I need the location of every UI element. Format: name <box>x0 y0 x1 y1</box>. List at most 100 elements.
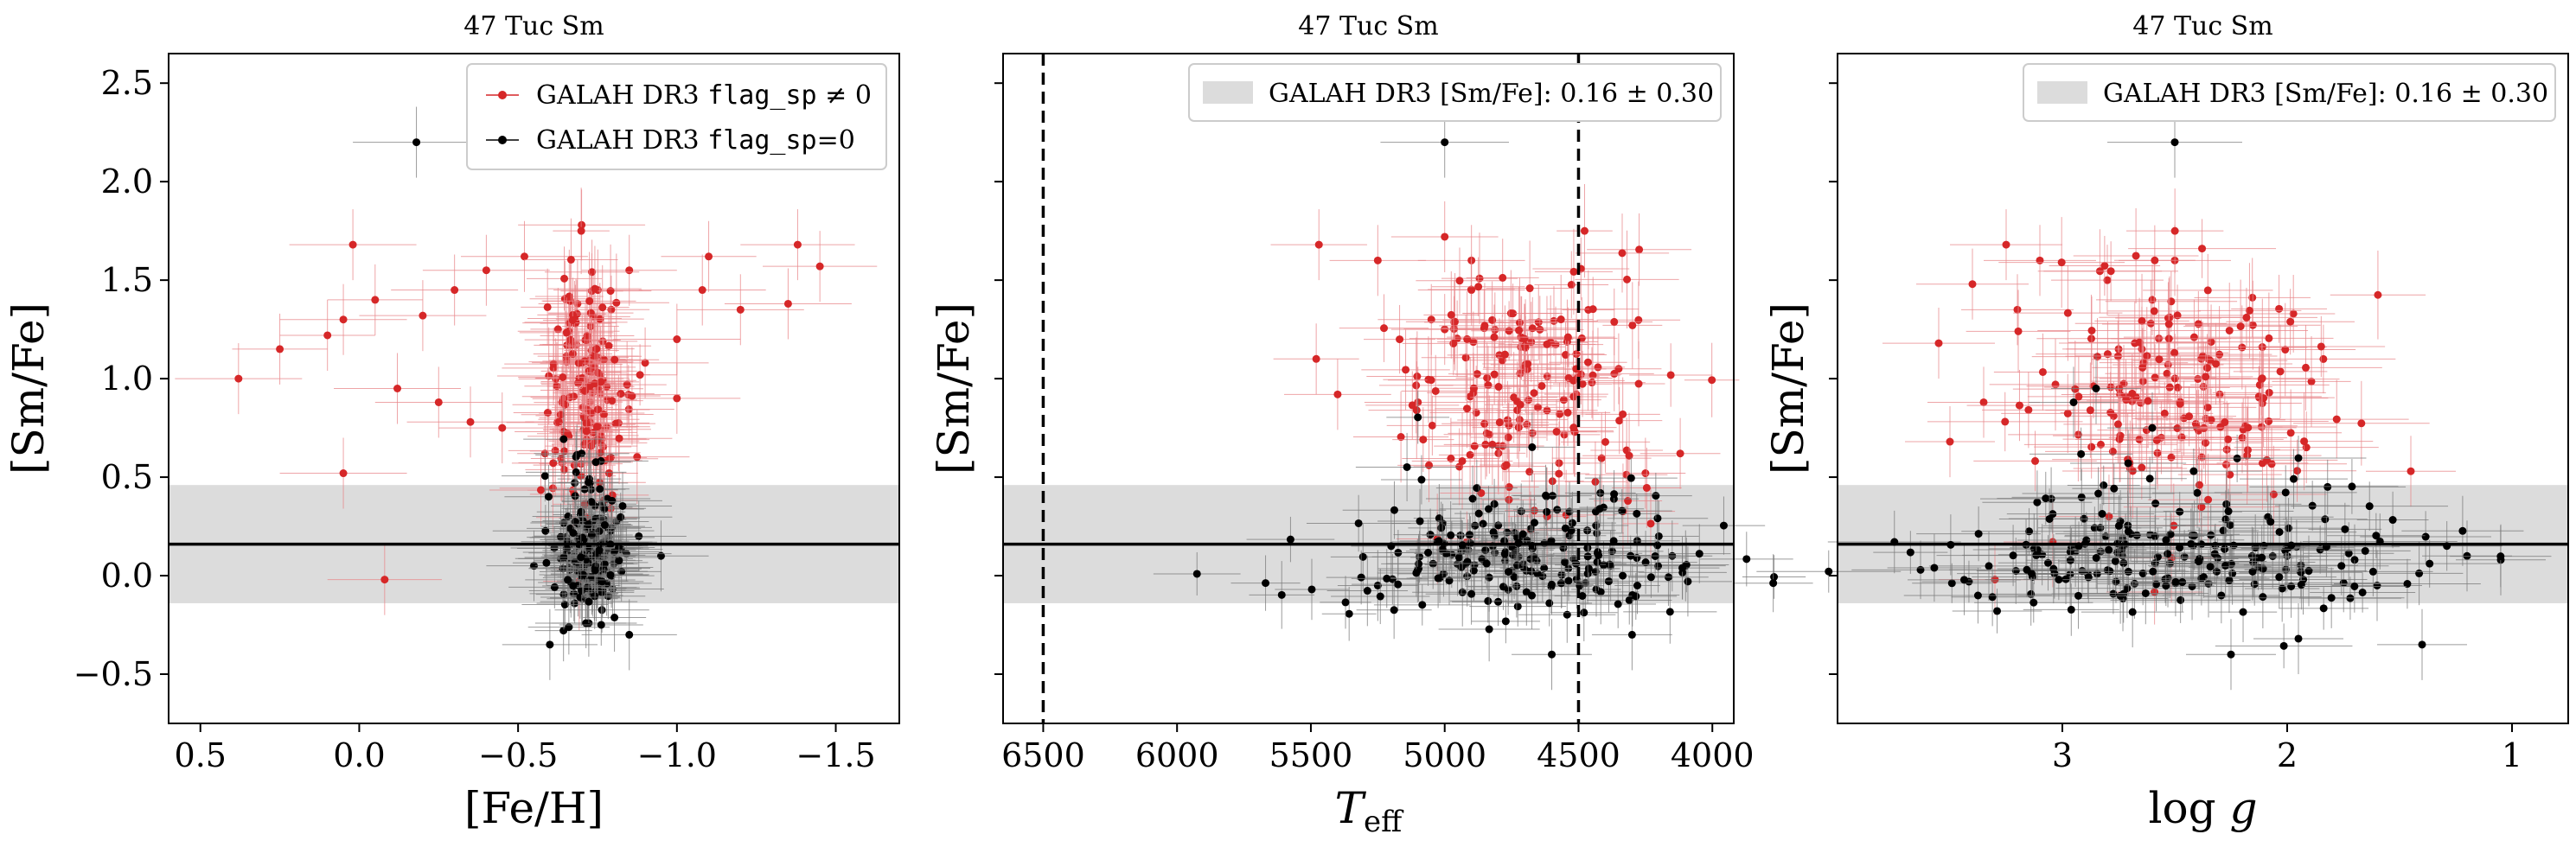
data-point-flagged <box>2164 320 2173 328</box>
data-point-flagged <box>1569 424 1578 432</box>
data-point-clean <box>2206 563 2215 571</box>
data-point-clean <box>597 621 605 629</box>
data-point-flagged <box>628 392 636 400</box>
data-point-flagged <box>1569 376 1578 385</box>
data-point-clean <box>2094 489 2103 498</box>
y-axis-label: [Sm/Fe] <box>929 302 979 474</box>
data-point-flagged <box>1450 318 1459 327</box>
data-point-flagged <box>2014 327 2023 335</box>
data-point-flagged <box>1474 283 1483 291</box>
data-point-clean <box>587 498 596 506</box>
data-point-flagged <box>1463 334 1472 343</box>
x-axis-label: [Fe/H] <box>464 783 604 833</box>
data-point-clean <box>2164 550 2172 558</box>
data-point-clean <box>2176 507 2184 516</box>
data-point-clean <box>2319 604 2328 613</box>
data-point-clean <box>1465 531 1473 539</box>
data-point-flagged <box>1402 366 1410 374</box>
data-point-flagged <box>2248 321 2257 329</box>
data-point-flagged <box>1502 461 1511 469</box>
axes-frame <box>1002 53 1735 724</box>
data-point-clean <box>1286 535 1294 544</box>
data-point-flagged <box>1676 449 1684 458</box>
data-point-clean <box>1531 519 1539 527</box>
data-point-clean <box>544 493 553 501</box>
data-point-flagged <box>451 286 459 295</box>
data-point-clean <box>1439 570 1448 578</box>
data-point-clean <box>1583 552 1592 561</box>
data-point-flagged <box>2087 334 2095 343</box>
data-point-clean <box>2092 385 2100 392</box>
data-point-clean <box>2372 532 2381 540</box>
data-point-clean <box>2297 581 2305 589</box>
data-point-flagged <box>380 576 389 584</box>
data-point-flagged <box>1449 339 1458 347</box>
data-point-flagged <box>1588 305 1597 314</box>
data-point-clean <box>1467 589 1476 598</box>
data-point-clean <box>2128 608 2137 616</box>
data-point-flagged <box>2170 348 2179 357</box>
data-point-clean <box>569 529 578 538</box>
data-point-flagged <box>1488 440 1497 449</box>
data-point-flagged <box>592 345 601 353</box>
data-point-flagged <box>608 397 617 405</box>
data-point-flagged <box>1441 232 1449 241</box>
data-point-clean <box>2193 488 2202 497</box>
data-point-flagged <box>1615 417 1624 425</box>
data-point-clean <box>1528 591 1537 600</box>
y-axis-label: [Sm/Fe] <box>1763 302 1813 474</box>
data-point-flagged <box>1490 333 1499 341</box>
data-point-flagged <box>2144 397 2152 405</box>
data-point-clean <box>585 597 593 606</box>
data-point-clean <box>1604 577 1613 586</box>
data-point-flagged <box>1413 373 1422 381</box>
data-point-clean <box>2294 634 2303 643</box>
legend-marker-dot <box>498 91 507 99</box>
data-point-flagged <box>2150 307 2158 315</box>
data-point-clean <box>2176 595 2185 604</box>
data-point-flagged <box>348 240 357 249</box>
data-point-clean <box>2365 502 2374 511</box>
data-point-flagged <box>1427 376 1435 385</box>
data-point-clean <box>1993 607 2002 615</box>
data-point-clean <box>1424 548 1433 557</box>
data-point-flagged <box>1588 379 1596 387</box>
data-point-flagged <box>323 331 332 340</box>
data-point-clean <box>564 576 572 584</box>
y-tick-label: 1.0 <box>101 360 153 398</box>
data-point-flagged <box>2071 385 2080 393</box>
data-point-flagged <box>2096 440 2105 449</box>
data-point-flagged <box>2307 377 2316 385</box>
data-point-clean <box>2388 516 2397 525</box>
data-point-flagged <box>371 296 380 304</box>
y-tick-label: 0.0 <box>101 557 153 595</box>
data-point-flagged <box>1480 419 1489 428</box>
data-point-flagged <box>2138 316 2146 325</box>
data-point-flagged <box>339 315 348 324</box>
data-point-flagged <box>2357 419 2366 428</box>
data-point-clean <box>1513 561 1522 570</box>
data-point-flagged <box>1480 322 1489 330</box>
data-point-clean <box>1584 564 1593 573</box>
data-point-flagged <box>2074 392 2083 401</box>
legend-swatch <box>1203 81 1253 104</box>
data-point-clean <box>565 623 573 632</box>
axes-frame <box>1837 53 2569 724</box>
data-point-clean <box>2304 567 2313 576</box>
data-point-flagged <box>1946 437 1954 446</box>
legend-box <box>2023 63 2556 122</box>
data-point-clean <box>572 468 580 476</box>
data-point-flagged <box>554 417 563 426</box>
data-point-clean <box>2221 515 2230 524</box>
data-point-clean <box>2067 605 2075 614</box>
data-point-flagged <box>1708 376 1716 385</box>
legend-label-prefix: GALAH DR3 <box>536 80 707 111</box>
data-point-clean <box>1445 576 1454 585</box>
data-point-flagged <box>2207 338 2215 347</box>
legend-box <box>1188 63 1722 122</box>
data-point-clean <box>2217 591 2226 600</box>
data-point-clean <box>542 558 551 567</box>
data-point-clean <box>2225 576 2234 584</box>
data-point-flagged <box>1578 379 1587 388</box>
data-point-flagged <box>1504 433 1512 442</box>
